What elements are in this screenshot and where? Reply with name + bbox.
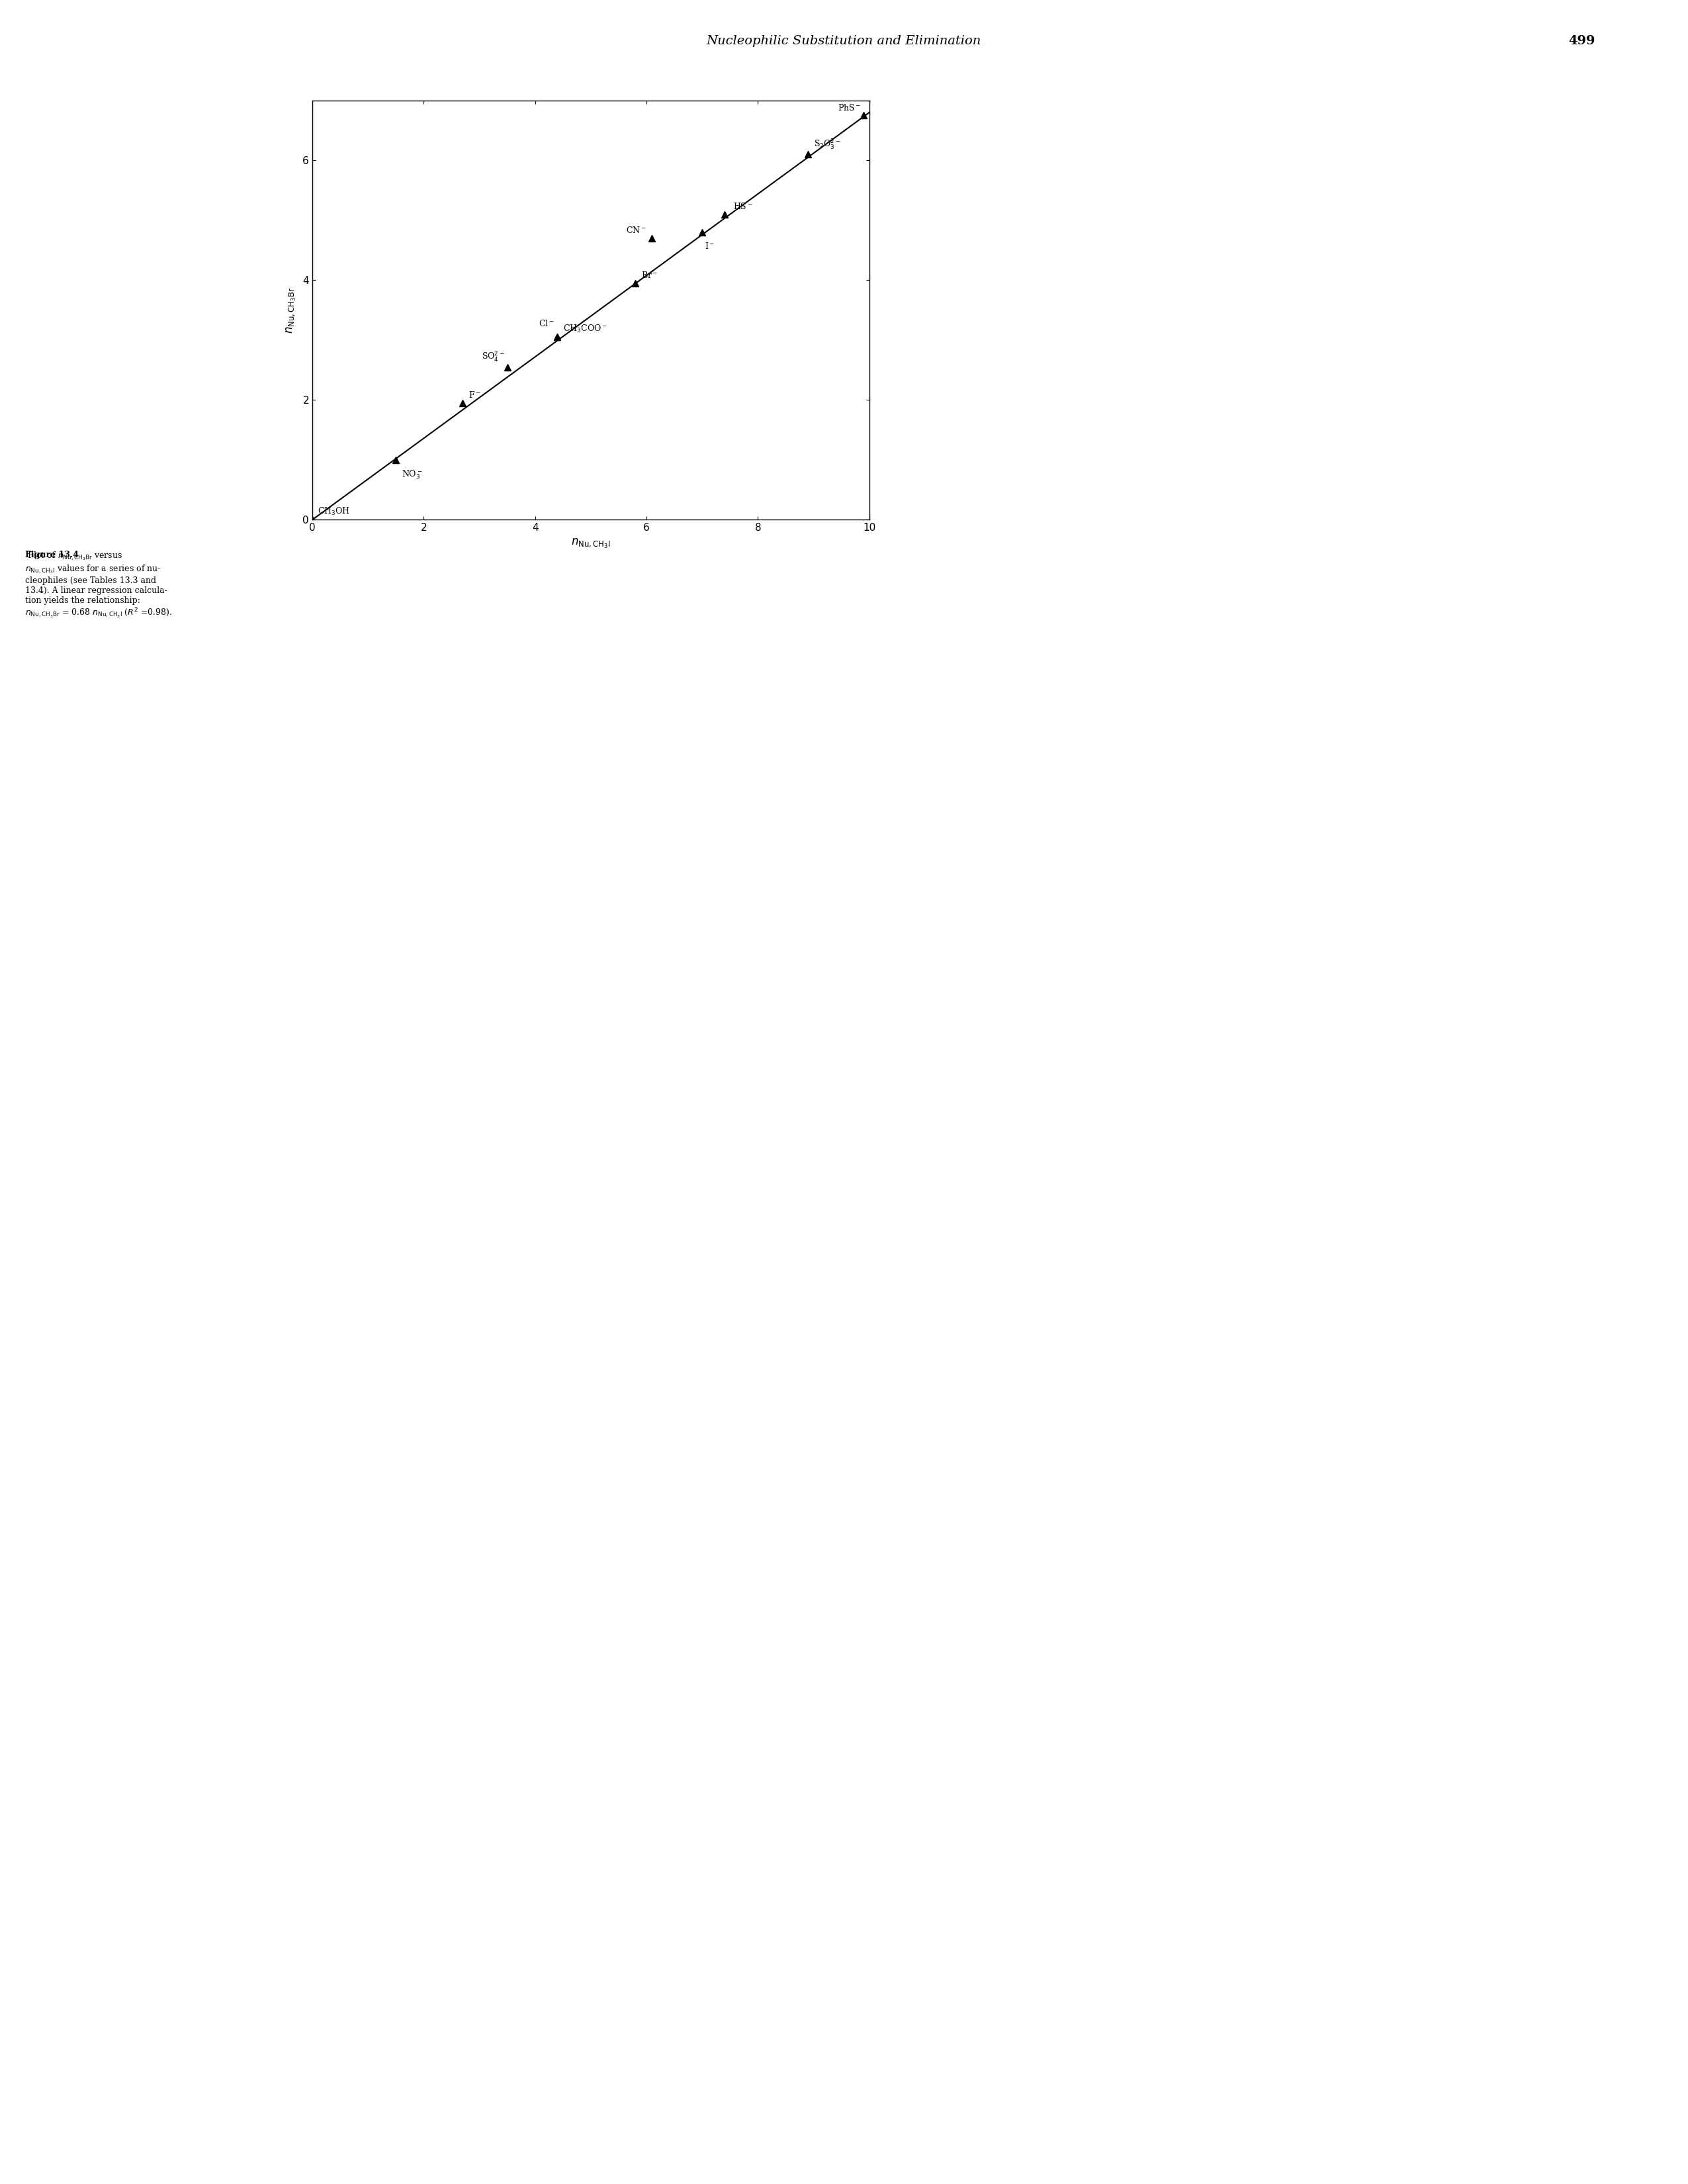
Text: Plot of $\mathit{n}_{\mathrm{Nu,CH_3Br}}$ versus
$\mathit{n}_{\mathrm{Nu,CH_3I}}: Plot of $\mathit{n}_{\mathrm{Nu,CH_3Br}}… xyxy=(25,550,172,620)
Text: Br$^-$: Br$^-$ xyxy=(641,271,658,280)
Text: CN$^-$: CN$^-$ xyxy=(626,225,647,236)
Text: 499: 499 xyxy=(1568,35,1595,46)
Text: I$^-$: I$^-$ xyxy=(706,240,716,251)
Text: PhS$^-$: PhS$^-$ xyxy=(837,103,861,111)
Text: SO$_4^{2-}$: SO$_4^{2-}$ xyxy=(481,352,505,365)
Text: F$^-$: F$^-$ xyxy=(468,391,481,400)
Text: Figure 13.4: Figure 13.4 xyxy=(25,550,79,559)
Y-axis label: $n_{\mathrm{Nu,CH_3Br}}$: $n_{\mathrm{Nu,CH_3Br}}$ xyxy=(285,286,299,334)
Text: HS$^-$: HS$^-$ xyxy=(733,203,753,212)
Text: CH$_3$COO$^-$: CH$_3$COO$^-$ xyxy=(564,323,608,334)
Text: S$_2$O$_3^{2-}$: S$_2$O$_3^{2-}$ xyxy=(814,138,841,151)
Text: Nucleophilic Substitution and Elimination: Nucleophilic Substitution and Eliminatio… xyxy=(707,35,981,46)
X-axis label: $n_{\mathrm{Nu,CH_3I}}$: $n_{\mathrm{Nu,CH_3I}}$ xyxy=(571,537,611,550)
Text: CH$_3$OH: CH$_3$OH xyxy=(317,507,351,518)
Text: Cl$^-$: Cl$^-$ xyxy=(538,319,555,328)
Text: NO$_3^-$: NO$_3^-$ xyxy=(402,470,422,480)
